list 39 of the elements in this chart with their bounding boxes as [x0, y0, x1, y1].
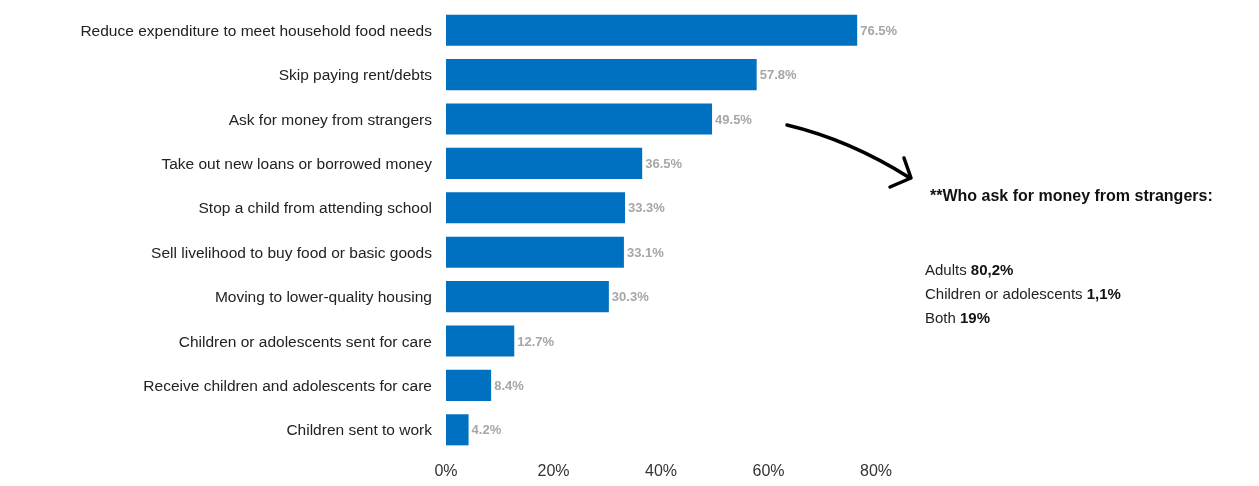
- y-tick-label: Ask for money from strangers: [228, 110, 433, 128]
- data-label: 33.1%: [626, 244, 665, 260]
- x-tick-label: 20%: [537, 461, 570, 479]
- bar: [446, 325, 515, 357]
- bar: [446, 192, 625, 224]
- data-label: 4.2%: [471, 422, 502, 438]
- bar: [446, 369, 492, 401]
- text: **Who ask for money from strangers:: [930, 186, 1213, 204]
- y-tick-label: Stop a child from attending school: [198, 199, 432, 217]
- text: Adults 80,2%: [925, 261, 1014, 278]
- data-label: 57.8%: [759, 67, 797, 83]
- bar: [446, 414, 469, 446]
- data-label: 76.5%: [860, 22, 898, 38]
- y-tick-label: Receive children and adolescents for care: [143, 376, 432, 394]
- data-label: 8.4%: [494, 377, 525, 393]
- y-tick-label: Reduce expenditure to meet household food needs: [80, 21, 433, 39]
- text: Both 19%: [925, 309, 991, 326]
- y-tick-label: Skip paying rent/debts: [278, 66, 433, 84]
- x-tick-label: 60%: [752, 461, 785, 479]
- y-tick-label: Take out new loans or borrowed money: [161, 154, 433, 172]
- text: Children or adolescents 1,1%: [925, 285, 1121, 302]
- data-label: 33.3%: [627, 200, 666, 216]
- bar: [446, 281, 609, 313]
- bar: [446, 236, 624, 268]
- bar: [446, 59, 757, 91]
- x-tick-label: 40%: [644, 461, 678, 479]
- bar: [446, 147, 643, 179]
- bar: [446, 103, 713, 135]
- data-label: 49.5%: [715, 111, 753, 127]
- y-tick-label: Children sent to work: [286, 421, 433, 439]
- data-label: 30.3%: [611, 289, 650, 305]
- y-tick-label: Children or adolescents sent for care: [178, 332, 432, 350]
- bar: [446, 14, 858, 46]
- data-label: 12.7%: [517, 333, 555, 349]
- x-tick-label: 80%: [859, 461, 893, 479]
- y-tick-label: Sell livelihood to buy food or basic goods: [151, 243, 433, 261]
- x-tick-label: 0%: [434, 461, 458, 479]
- y-tick-label: Moving to lower-quality housing: [214, 288, 432, 306]
- data-label: 36.5%: [645, 155, 683, 171]
